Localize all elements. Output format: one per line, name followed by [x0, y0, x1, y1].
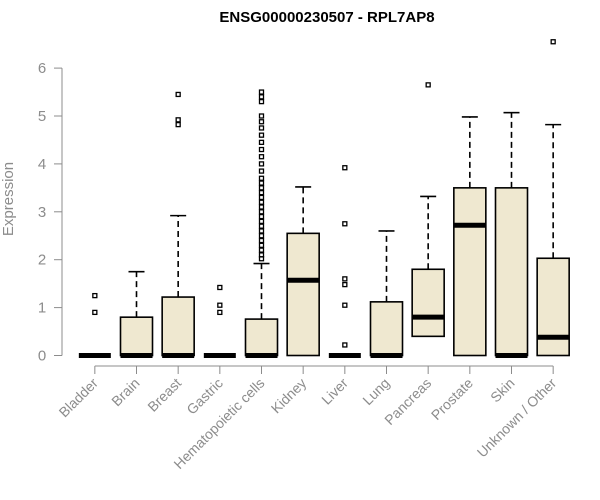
box-group: [119, 270, 154, 358]
x-tick-label: Prostate: [428, 375, 476, 423]
outlier-point: [258, 228, 265, 234]
outlier-point: [175, 121, 181, 128]
outlier-point: [258, 161, 265, 167]
x-tick-label: Breast: [144, 375, 184, 415]
x-tick-label: Brain: [108, 375, 142, 409]
box-group: [203, 284, 236, 358]
box: [453, 187, 487, 357]
x-tick-label: Skin: [487, 375, 518, 406]
outlier-point: [258, 94, 265, 100]
outlier-point: [342, 281, 348, 288]
outlier-point: [258, 218, 265, 225]
outlier-point: [342, 221, 348, 227]
box-group: [494, 111, 529, 358]
box: [161, 296, 195, 357]
x-tick-label: Unknown / Other: [474, 375, 560, 461]
y-tick-label: 2: [38, 252, 46, 269]
outlier-point: [342, 342, 348, 348]
outlier-point: [258, 242, 265, 248]
outlier-point: [258, 185, 265, 191]
box-group: [369, 230, 404, 358]
outlier-point: [258, 199, 265, 205]
outlier-point: [258, 98, 265, 105]
outlier-point: [92, 292, 98, 299]
outlier-point: [258, 146, 265, 153]
box: [244, 318, 279, 357]
y-tick-label: 1: [38, 300, 46, 317]
y-tick-label: 6: [38, 60, 46, 77]
outlier-point: [342, 302, 348, 308]
box: [536, 257, 570, 357]
chart-title: ENSG00000230507 - RPL7AP8: [219, 9, 434, 26]
outlier-point: [342, 276, 348, 282]
outlier-point: [550, 39, 556, 45]
box: [494, 187, 529, 357]
y-axis-label: Expression: [0, 162, 17, 236]
box-group: [78, 292, 111, 358]
outlier-point: [217, 302, 223, 308]
box: [369, 301, 404, 357]
outlier-point: [258, 194, 265, 201]
outlier-point: [258, 139, 265, 145]
outlier-point: [258, 175, 265, 181]
x-tick-label: Kidney: [268, 375, 310, 417]
y-tick-label: 5: [38, 108, 46, 125]
outlier-point: [342, 165, 348, 171]
outlier-point: [258, 209, 265, 215]
box-group: [244, 89, 279, 358]
outlier-point: [258, 223, 265, 229]
outlier-point: [258, 204, 265, 210]
outlier-point: [258, 247, 265, 253]
y-tick-label: 3: [38, 204, 46, 221]
outlier-point: [258, 119, 265, 125]
outlier-point: [258, 89, 265, 95]
outlier-point: [217, 309, 223, 316]
outlier-point: [258, 180, 265, 186]
box-group: [328, 165, 361, 358]
outlier-point: [258, 213, 265, 220]
x-tick-label: Bladder: [56, 375, 102, 421]
box: [286, 232, 320, 357]
box-group: [453, 116, 487, 357]
outlier-point: [175, 117, 181, 123]
x-tick-label: Liver: [318, 375, 351, 408]
outlier-point: [217, 284, 223, 291]
outlier-point: [92, 309, 98, 316]
outlier-point: [258, 125, 265, 131]
outlier-point: [258, 189, 265, 196]
outlier-point: [258, 168, 265, 174]
box: [119, 316, 154, 357]
outlier-point: [258, 132, 265, 138]
y-tick-label: 4: [38, 156, 46, 173]
outlier-point: [425, 82, 431, 88]
outlier-point: [175, 91, 181, 98]
box-group: [536, 39, 570, 357]
outlier-point: [258, 154, 265, 160]
box-group: [161, 91, 195, 358]
outlier-point: [258, 252, 265, 258]
box-group: [411, 82, 445, 338]
box: [411, 268, 445, 338]
outlier-point: [258, 233, 265, 239]
boxes-group: [78, 39, 570, 358]
outlier-point: [258, 113, 265, 119]
y-tick-label: 0: [38, 348, 46, 365]
box-group: [286, 186, 320, 357]
outlier-point: [258, 237, 265, 244]
x-tick-label: Lung: [359, 375, 392, 408]
y-axis: 0 1 2 3 4 5 6: [38, 60, 63, 365]
